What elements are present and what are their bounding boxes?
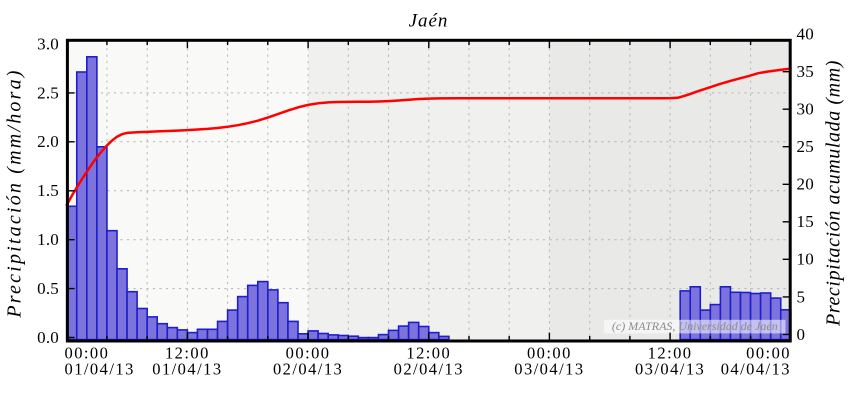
svg-text:00:00: 00:00	[65, 344, 110, 363]
svg-text:10: 10	[797, 250, 814, 269]
svg-text:01/04/13: 01/04/13	[152, 359, 222, 378]
svg-text:00:00: 00:00	[286, 344, 331, 363]
svg-text:3.0: 3.0	[37, 34, 59, 53]
svg-text:2.5: 2.5	[37, 83, 59, 102]
svg-text:03/04/13: 03/04/13	[635, 359, 705, 378]
svg-text:1.0: 1.0	[37, 230, 59, 249]
svg-text:1.5: 1.5	[37, 181, 59, 200]
svg-text:20: 20	[797, 175, 814, 194]
svg-text:30: 30	[797, 100, 814, 119]
svg-text:02/04/13: 02/04/13	[273, 359, 343, 378]
svg-text:35: 35	[797, 62, 814, 81]
svg-text:00:00: 00:00	[527, 344, 572, 363]
svg-text:Precipitación (mm/hora): Precipitación (mm/hora)	[4, 68, 26, 318]
svg-text:02/04/13: 02/04/13	[394, 359, 464, 378]
svg-text:12:00: 12:00	[406, 344, 451, 363]
svg-text:04/04/13: 04/04/13	[721, 359, 791, 378]
svg-text:(c) MATRAS, Universidad de Jaé: (c) MATRAS, Universidad de Jaén	[612, 319, 778, 333]
svg-text:12:00: 12:00	[648, 344, 693, 363]
svg-text:Jaén: Jaén	[409, 11, 449, 32]
svg-text:01/04/13: 01/04/13	[65, 359, 135, 378]
svg-text:25: 25	[797, 137, 814, 156]
svg-text:15: 15	[797, 212, 814, 231]
svg-text:5: 5	[797, 287, 806, 306]
svg-text:40: 40	[797, 25, 814, 44]
svg-text:Precipitación acumulada (mm): Precipitación acumulada (mm)	[823, 60, 845, 327]
svg-text:03/04/13: 03/04/13	[514, 359, 584, 378]
svg-text:00:00: 00:00	[746, 344, 791, 363]
svg-text:2.0: 2.0	[37, 132, 59, 151]
svg-text:0.0: 0.0	[37, 328, 59, 347]
svg-text:0: 0	[797, 325, 806, 344]
svg-text:12:00: 12:00	[165, 344, 210, 363]
svg-text:0.5: 0.5	[37, 279, 59, 298]
